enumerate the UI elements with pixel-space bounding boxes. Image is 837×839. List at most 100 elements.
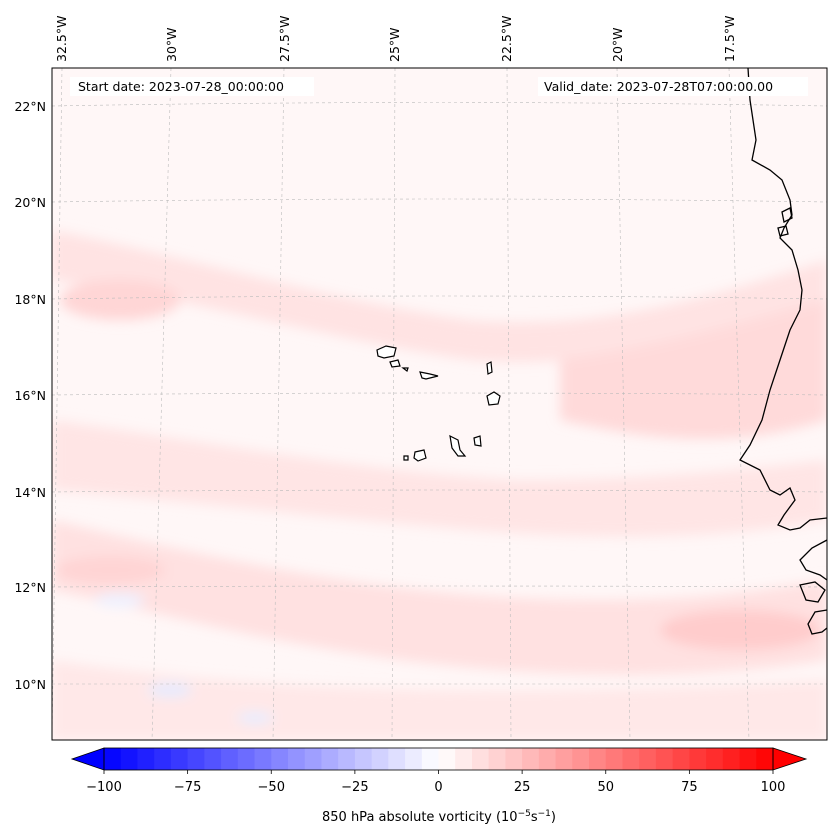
colorbar-cell: [589, 748, 607, 770]
colorbar-cell: [655, 748, 674, 770]
island-boa-vista: [486, 391, 501, 406]
colorbar-cell: [471, 748, 490, 770]
map-panel: Start date: 2023-07-28_00:00:00 Valid_da…: [51, 67, 828, 741]
latitude-labels: 22°N 20°N 18°N 16°N 14°N 12°N 10°N: [14, 99, 46, 692]
coastline-sene-inlet: [781, 207, 793, 223]
colorbar-cell: [304, 748, 322, 770]
start-date-text: Start date: 2023-07-28_00:00:00: [78, 79, 284, 94]
lat-label-16n: 16°N: [14, 388, 46, 403]
island-sao-nicolau: [419, 371, 439, 380]
colorbar-extend-high: [772, 747, 808, 771]
colorbar-tick-label: −75: [174, 780, 201, 795]
colorbar-cell: [689, 748, 707, 770]
colorbar-cell: [237, 748, 256, 770]
colorbar-cell: [438, 748, 456, 770]
colorbar-label: 850 hPa absolute vorticity (10−5s−1): [322, 809, 556, 825]
lon-gridline: [506, 68, 512, 740]
colorbar-cell: [455, 748, 473, 770]
colorbar-tick-label: −100: [86, 780, 122, 795]
vorticity-band-middle: [52, 420, 827, 537]
colorbar-cell: [672, 748, 690, 770]
lat-label-20n: 20°N: [14, 195, 46, 210]
colorbar-cell: [154, 748, 172, 770]
colorbar-cell: [622, 748, 640, 770]
vorticity-patch-west: [55, 556, 165, 584]
colorbar-cell: [271, 748, 289, 770]
map-frame: [51, 67, 828, 741]
colorbar-cell: [739, 748, 757, 770]
colorbar-cell: [120, 748, 138, 770]
lat-gridline: [52, 392, 827, 396]
colorbar-cell: [254, 748, 272, 770]
colorbar-cell: [722, 748, 741, 770]
island-sal: [486, 361, 493, 375]
colorbar-label-mid: s: [531, 810, 538, 825]
lon-label-20w: 20°W: [610, 27, 625, 62]
coastline-south: [807, 609, 828, 635]
colorbar-cell: [371, 748, 389, 770]
vorticity-patch-negative-1: [148, 683, 192, 697]
lat-label-22n: 22°N: [14, 99, 46, 114]
lon-gridline: [52, 68, 63, 740]
coastline: [739, 67, 828, 635]
island-fogo: [413, 449, 427, 462]
vorticity-patch-northwest: [60, 280, 180, 320]
lat-gridline: [52, 585, 827, 588]
lon-label-17-5w: 17.5°W: [722, 16, 737, 62]
vorticity-band-coastal: [560, 300, 827, 439]
colorbar-cell: [321, 748, 339, 770]
colorbar-extend-low: [70, 747, 105, 771]
colorbar-cell: [639, 748, 657, 770]
island-santiago: [449, 434, 467, 457]
colorbar-tick-label: 25: [514, 780, 531, 795]
colorbar-cell: [538, 748, 557, 770]
colorbar-tick-label: 100: [761, 780, 786, 795]
island-santo-antao: [376, 345, 397, 359]
lat-label-14n: 14°N: [14, 485, 46, 500]
colorbar-label-exp2: −1: [538, 809, 551, 819]
colorbar-cell: [388, 748, 406, 770]
coastline-guinea: [799, 539, 828, 581]
colorbar: −100 −75 −50 −25 0 25 50 75 100 850 hPa absolute…: [70, 747, 808, 825]
island-maio: [473, 435, 482, 447]
lon-gridline: [616, 68, 631, 740]
lat-label-18n: 18°N: [14, 292, 46, 307]
valid-date-box: Valid_date: 2023-07-28T07:00:00.00: [538, 77, 808, 96]
lat-label-10n: 10°N: [14, 677, 46, 692]
colorbar-label-end: ): [551, 810, 556, 825]
valid-date-text: Valid_date: 2023-07-28T07:00:00.00: [544, 79, 773, 94]
colorbar-cell: [555, 748, 573, 770]
colorbar-cell: [221, 748, 239, 770]
lon-label-30w: 30°W: [164, 27, 179, 62]
colorbar-cell: [756, 748, 774, 770]
vorticity-patch-southeast: [660, 610, 820, 650]
vorticity-patch-negative-3: [95, 593, 145, 607]
lon-gridline: [728, 68, 750, 740]
colorbar-cell: [488, 748, 506, 770]
colorbar-cell: [287, 748, 306, 770]
start-date-bg: [70, 77, 314, 96]
colorbar-cell: [137, 748, 155, 770]
colorbar-cell: [421, 748, 439, 770]
colorbar-cell: [354, 748, 373, 770]
lon-label-25w: 25°W: [387, 27, 402, 62]
valid-date-bg: [538, 77, 808, 96]
colorbar-label-exp1: −5: [518, 809, 531, 819]
vorticity-patch-negative-2: [237, 712, 273, 724]
colorbar-cell: [405, 748, 423, 770]
colorbar-cell: [572, 748, 590, 770]
colorbar-cell: [505, 748, 523, 770]
lon-label-22-5w: 22.5°W: [499, 16, 514, 62]
colorbar-tick-label: 50: [597, 780, 614, 795]
lon-gridline: [272, 68, 285, 740]
colorbar-cell: [204, 748, 222, 770]
lon-gridline: [391, 68, 396, 740]
lat-label-12n: 12°N: [14, 580, 46, 595]
longitude-labels: 32.5°W 30°W 27.5°W 25°W 22.5°W 20°W 17.5…: [54, 16, 737, 62]
colorbar-tick-label: −25: [341, 780, 368, 795]
colorbar-tick-label: 0: [434, 780, 442, 795]
vorticity-band-upper: [52, 230, 827, 362]
colorbar-cell: [187, 748, 205, 770]
lat-gridline: [52, 295, 827, 300]
